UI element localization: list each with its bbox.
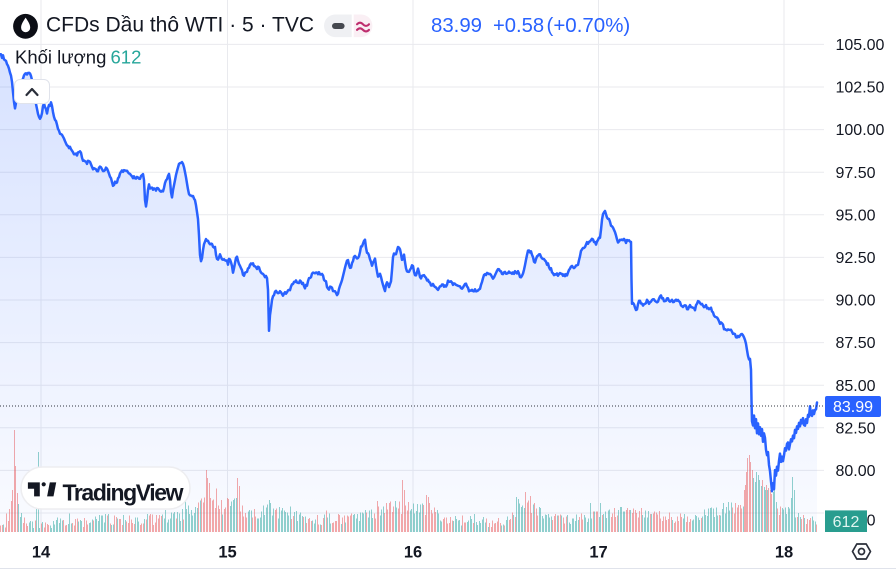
svg-text:14: 14 [32, 544, 51, 562]
svg-text:85.00: 85.00 [836, 378, 876, 395]
svg-text:+0.58: +0.58 [493, 15, 544, 37]
svg-text:83.99: 83.99 [833, 399, 873, 416]
svg-text:97.50: 97.50 [836, 165, 876, 182]
svg-text:CFDs Dầu thô WTI · 5 · TVC: CFDs Dầu thô WTI · 5 · TVC [46, 14, 314, 37]
svg-text:15: 15 [218, 544, 236, 562]
svg-text:100.00: 100.00 [836, 122, 885, 139]
svg-text:80.00: 80.00 [836, 463, 876, 480]
svg-text:92.50: 92.50 [836, 250, 876, 267]
svg-text:612: 612 [111, 47, 142, 68]
svg-text:102.50: 102.50 [836, 80, 885, 97]
svg-text:TradingView: TradingView [63, 480, 184, 506]
svg-text:17: 17 [589, 544, 607, 562]
svg-text:90.00: 90.00 [836, 293, 876, 310]
svg-text:(+0.70%): (+0.70%) [547, 14, 631, 37]
svg-text:18: 18 [775, 544, 793, 562]
svg-text:612: 612 [833, 514, 860, 531]
svg-text:87.50: 87.50 [836, 335, 876, 352]
svg-text:16: 16 [404, 544, 422, 562]
svg-text:83.99: 83.99 [431, 15, 482, 37]
svg-text:Khối lượng: Khối lượng [15, 47, 106, 68]
svg-text:82.50: 82.50 [836, 420, 876, 437]
svg-text:95.00: 95.00 [836, 207, 876, 224]
svg-text:105.00: 105.00 [836, 37, 885, 54]
